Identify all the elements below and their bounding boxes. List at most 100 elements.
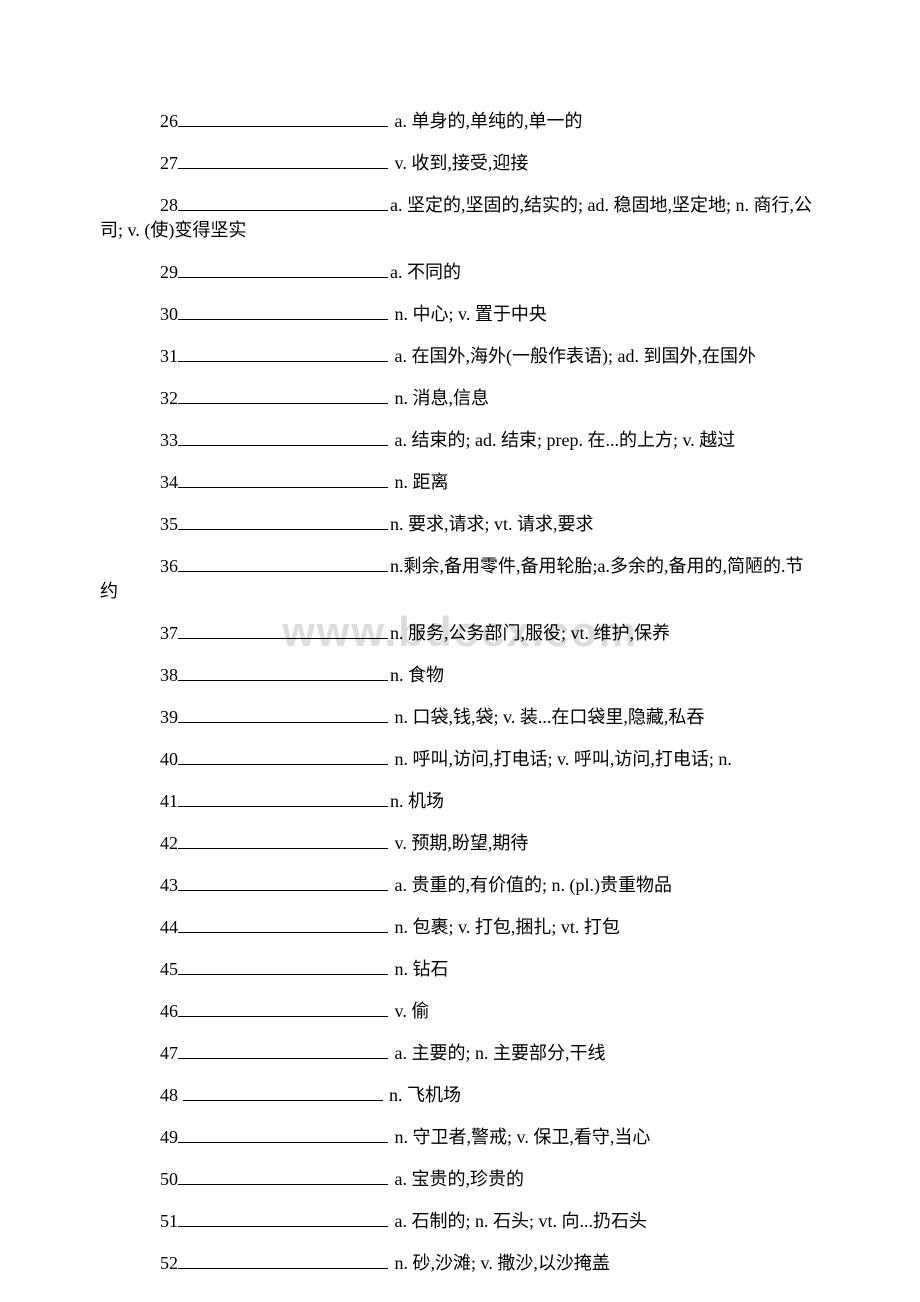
blank-line <box>183 1100 383 1101</box>
vocab-entry: 39 n. 口袋,钱,袋; v. 装...在口袋里,隐藏,私吞 <box>100 704 840 731</box>
blank-line <box>178 487 388 488</box>
blank-line <box>178 848 388 849</box>
vocab-entry: 36 n.剩余,备用零件,备用轮胎;a.多余的,备用的,简陋的.节 约 <box>100 553 840 605</box>
vocab-entry: 46 v. 偷 <box>100 998 840 1025</box>
blank-line <box>178 1016 388 1017</box>
entry-number: 46 <box>160 1001 178 1021</box>
blank-line <box>178 1226 388 1227</box>
vocabulary-list: 26 a. 单身的,单纯的,单一的 27 v. 收到,接受,迎接 28 a. 坚定… <box>100 108 840 1277</box>
vocab-entry: 42 v. 预期,盼望,期待 <box>100 830 840 857</box>
entry-definition: a. 坚定的,坚固的,结实的; ad. 稳固地,坚定地; n. 商行,公 <box>390 195 812 215</box>
entry-number: 39 <box>160 707 178 727</box>
vocab-entry: 37 n. 服务,公务部门,服役; vt. 维护,保养 <box>100 620 840 647</box>
vocab-entry: 35 n. 要求,请求; vt. 请求,要求 <box>100 511 840 538</box>
blank-line <box>178 361 388 362</box>
entry-definition: a. 不同的 <box>390 262 461 282</box>
entry-number: 31 <box>160 346 178 366</box>
blank-line <box>178 529 388 530</box>
blank-line <box>178 277 388 278</box>
blank-line <box>178 764 388 765</box>
vocab-entry: 52 n. 砂,沙滩; v. 撒沙,以沙掩盖 <box>100 1250 840 1277</box>
entry-number: 28 <box>160 195 178 215</box>
entry-definition: n.剩余,备用零件,备用轮胎;a.多余的,备用的,简陋的.节 <box>390 556 804 576</box>
blank-line <box>178 126 388 127</box>
blank-line <box>178 638 388 639</box>
blank-line <box>178 403 388 404</box>
entry-definition: n. 距离 <box>390 472 449 492</box>
entry-definition: n. 呼叫,访问,打电话; v. 呼叫,访问,打电话; n. <box>390 749 732 769</box>
vocab-entry: 30 n. 中心; v. 置于中央 <box>100 301 840 328</box>
entry-number: 38 <box>160 665 178 685</box>
entry-definition: a. 在国外,海外(一般作表语); ad. 到国外,在国外 <box>390 346 756 366</box>
entry-number: 44 <box>160 917 178 937</box>
entry-definition: n. 服务,公务部门,服役; vt. 维护,保养 <box>390 623 670 643</box>
entry-number: 41 <box>160 791 178 811</box>
vocab-entry: 41 n. 机场 <box>100 788 840 815</box>
entry-number: 48 <box>160 1085 183 1105</box>
vocab-entry: 34 n. 距离 <box>100 469 840 496</box>
entry-definition: n. 要求,请求; vt. 请求,要求 <box>390 514 594 534</box>
entry-definition: a. 单身的,单纯的,单一的 <box>390 111 583 131</box>
vocab-entry: 26 a. 单身的,单纯的,单一的 <box>100 108 840 135</box>
entry-number: 40 <box>160 749 178 769</box>
entry-definition: n. 中心; v. 置于中央 <box>390 304 547 324</box>
blank-line <box>178 319 388 320</box>
entry-number: 27 <box>160 153 178 173</box>
blank-line <box>178 932 388 933</box>
entry-definition: n. 食物 <box>390 665 444 685</box>
vocab-entry: 40 n. 呼叫,访问,打电话; v. 呼叫,访问,打电话; n. <box>100 746 840 773</box>
vocab-entry: 33 a. 结束的; ad. 结束; prep. 在...的上方; v. 越过 <box>100 427 840 454</box>
entry-number: 45 <box>160 959 178 979</box>
blank-line <box>178 168 388 169</box>
blank-line <box>178 806 388 807</box>
entry-number: 50 <box>160 1169 178 1189</box>
vocab-entry: 49 n. 守卫者,警戒; v. 保卫,看守,当心 <box>100 1124 840 1151</box>
entry-number: 26 <box>160 111 178 131</box>
entry-definition: a. 贵重的,有价值的; n. (pl.)贵重物品 <box>390 875 672 895</box>
entry-number: 34 <box>160 472 178 492</box>
entry-definition: n. 守卫者,警戒; v. 保卫,看守,当心 <box>390 1127 650 1147</box>
blank-line <box>178 210 388 211</box>
blank-line <box>178 445 388 446</box>
vocab-entry: 27 v. 收到,接受,迎接 <box>100 150 840 177</box>
vocab-entry: 28 a. 坚定的,坚固的,结实的; ad. 稳固地,坚定地; n. 商行,公 司… <box>100 192 840 244</box>
blank-line <box>178 1142 388 1143</box>
entry-definition: a. 石制的; n. 石头; vt. 向...扔石头 <box>390 1211 647 1231</box>
entry-definition: n. 消息,信息 <box>390 388 489 408</box>
blank-line <box>178 1184 388 1185</box>
entry-definition: a. 主要的; n. 主要部分,干线 <box>390 1043 606 1063</box>
entry-number: 37 <box>160 623 178 643</box>
entry-number: 33 <box>160 430 178 450</box>
vocab-entry: 43 a. 贵重的,有价值的; n. (pl.)贵重物品 <box>100 872 840 899</box>
blank-line <box>178 722 388 723</box>
vocab-entry: 29 a. 不同的 <box>100 259 840 286</box>
entry-number: 47 <box>160 1043 178 1063</box>
vocab-entry: 38 n. 食物 <box>100 662 840 689</box>
entry-number: 51 <box>160 1211 178 1231</box>
vocab-entry: 44 n. 包裹; v. 打包,捆扎; vt. 打包 <box>100 914 840 941</box>
blank-line <box>178 1268 388 1269</box>
entry-continuation: 司; v. (使)变得坚实 <box>100 217 840 244</box>
entry-number: 43 <box>160 875 178 895</box>
entry-definition: n. 机场 <box>390 791 444 811</box>
entry-number: 30 <box>160 304 178 324</box>
blank-line <box>178 680 388 681</box>
entry-definition: n. 包裹; v. 打包,捆扎; vt. 打包 <box>390 917 620 937</box>
entry-definition: n. 钻石 <box>390 959 449 979</box>
entry-definition: v. 偷 <box>390 1001 429 1021</box>
entry-definition: v. 收到,接受,迎接 <box>390 153 528 173</box>
entry-continuation: 约 <box>100 578 840 605</box>
entry-number: 29 <box>160 262 178 282</box>
entry-number: 36 <box>160 556 178 576</box>
blank-line <box>178 974 388 975</box>
entry-number: 52 <box>160 1253 178 1273</box>
entry-definition: a. 结束的; ad. 结束; prep. 在...的上方; v. 越过 <box>390 430 735 450</box>
entry-definition: n. 砂,沙滩; v. 撒沙,以沙掩盖 <box>390 1253 610 1273</box>
entry-number: 49 <box>160 1127 178 1147</box>
vocab-entry: 45 n. 钻石 <box>100 956 840 983</box>
blank-line <box>178 571 388 572</box>
entry-number: 35 <box>160 514 178 534</box>
vocab-entry: 31 a. 在国外,海外(一般作表语); ad. 到国外,在国外 <box>100 343 840 370</box>
entry-definition: a. 宝贵的,珍贵的 <box>390 1169 524 1189</box>
blank-line <box>178 1058 388 1059</box>
